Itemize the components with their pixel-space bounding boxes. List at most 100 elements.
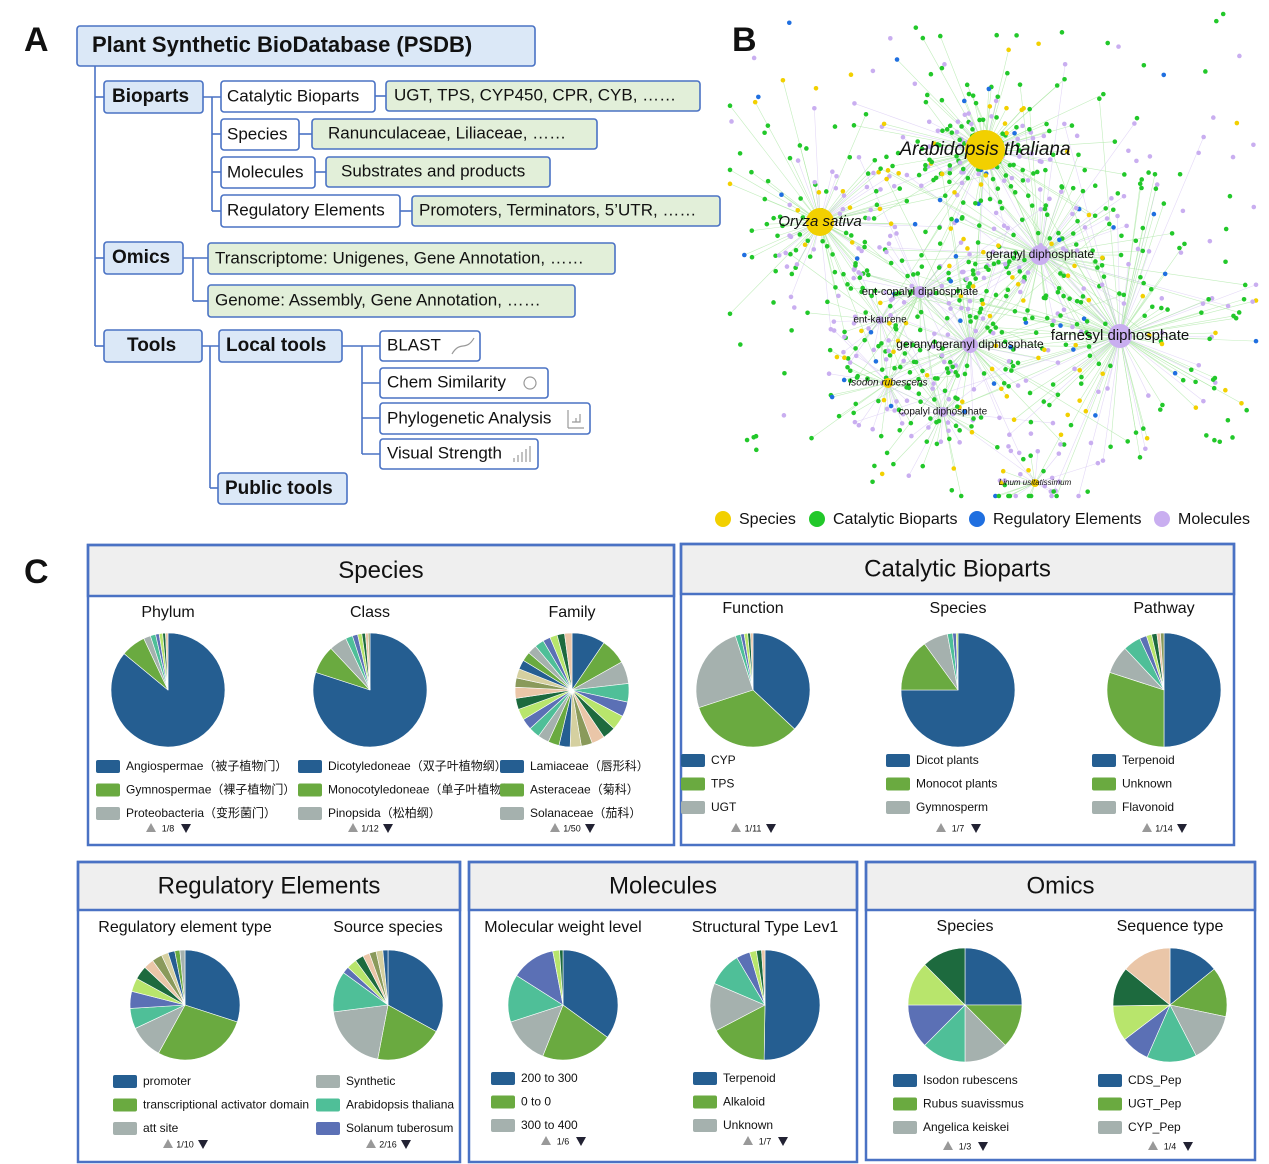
pie-slice bbox=[763, 949, 821, 1061]
network-node bbox=[942, 388, 948, 394]
network-node bbox=[829, 394, 835, 400]
network-node bbox=[923, 99, 929, 105]
network-node bbox=[878, 433, 884, 439]
network-node bbox=[762, 196, 768, 202]
network-node bbox=[895, 338, 901, 344]
network-node bbox=[795, 207, 801, 213]
network-node bbox=[1001, 380, 1007, 386]
network-node bbox=[1135, 246, 1141, 252]
network-node bbox=[960, 166, 966, 172]
network-node bbox=[1126, 148, 1131, 154]
network-node bbox=[1110, 207, 1116, 213]
network-node bbox=[981, 275, 987, 281]
network-node bbox=[1159, 330, 1165, 336]
network-node bbox=[891, 349, 896, 355]
network-node bbox=[1012, 190, 1018, 195]
network-node bbox=[749, 169, 754, 175]
network-edge bbox=[885, 291, 921, 352]
legend-swatch bbox=[969, 511, 985, 527]
network-node bbox=[879, 341, 884, 346]
network-node bbox=[851, 410, 856, 416]
network-node bbox=[1005, 225, 1011, 231]
network-node bbox=[877, 245, 882, 250]
branch-label: Local tools bbox=[226, 335, 326, 356]
network-node bbox=[895, 150, 901, 156]
network-node bbox=[1115, 191, 1121, 196]
network-edge bbox=[819, 221, 832, 330]
network-edge bbox=[819, 114, 867, 223]
network-node bbox=[841, 349, 846, 355]
network-node bbox=[950, 411, 956, 417]
page-up bbox=[541, 1136, 551, 1145]
legend-label: Lamiaceae（唇形科） bbox=[530, 759, 649, 773]
network-node bbox=[1001, 223, 1007, 228]
network-node bbox=[1117, 291, 1122, 296]
network-node bbox=[937, 225, 942, 230]
network-node bbox=[859, 289, 864, 295]
network-node bbox=[1121, 301, 1127, 306]
network-node bbox=[780, 77, 786, 83]
network-node bbox=[873, 359, 879, 364]
network-node bbox=[931, 381, 936, 386]
network-node bbox=[856, 422, 862, 428]
node-box bbox=[220, 118, 300, 151]
network-node bbox=[1082, 167, 1088, 173]
network-node bbox=[959, 180, 965, 186]
network-edge bbox=[911, 411, 944, 437]
network-node bbox=[855, 373, 860, 379]
network-node bbox=[954, 129, 960, 135]
network-node bbox=[995, 94, 1001, 100]
network-node bbox=[852, 419, 858, 425]
network-node bbox=[957, 143, 963, 148]
network-node bbox=[1162, 271, 1168, 277]
network-node bbox=[1061, 307, 1067, 313]
node-box bbox=[379, 367, 549, 399]
network-node bbox=[1011, 232, 1016, 238]
network-node bbox=[922, 166, 928, 172]
network-label: Linum usitatissimum bbox=[999, 478, 1072, 487]
branch-box bbox=[103, 80, 204, 114]
network-node bbox=[987, 313, 993, 319]
network-node bbox=[890, 163, 895, 169]
network-edge bbox=[1119, 284, 1257, 337]
network-node bbox=[1004, 105, 1009, 111]
network-node bbox=[775, 233, 780, 239]
legend-swatch bbox=[113, 1075, 137, 1088]
network-edge bbox=[754, 102, 821, 223]
network-edge bbox=[919, 265, 950, 293]
network-node bbox=[749, 254, 755, 260]
network-node bbox=[991, 226, 997, 232]
network-node bbox=[928, 416, 933, 421]
network-node bbox=[1000, 468, 1006, 474]
branch-label: Tools bbox=[127, 335, 176, 356]
network-node bbox=[878, 166, 883, 171]
network-node bbox=[1161, 201, 1167, 206]
network-node bbox=[816, 190, 822, 195]
network-node bbox=[886, 338, 891, 343]
network-node bbox=[1028, 431, 1034, 436]
network-node bbox=[1074, 248, 1080, 253]
network-edge bbox=[1119, 335, 1141, 458]
pie-slice bbox=[564, 632, 573, 691]
network-node bbox=[868, 207, 874, 213]
network-edge bbox=[819, 200, 907, 223]
network-node bbox=[939, 283, 945, 289]
node-label: BLAST bbox=[387, 335, 441, 354]
network-node bbox=[919, 264, 925, 269]
page-indicator: 1/50 bbox=[563, 823, 581, 833]
network-node bbox=[1140, 248, 1146, 254]
network-node bbox=[853, 353, 859, 359]
network-node bbox=[1025, 178, 1031, 183]
network-node bbox=[960, 200, 966, 205]
network-edge bbox=[887, 382, 912, 424]
legend-swatch bbox=[298, 760, 322, 773]
network-node bbox=[1093, 413, 1098, 418]
network-node bbox=[968, 319, 973, 324]
panel-label: B bbox=[732, 21, 757, 59]
network-edge bbox=[1119, 335, 1199, 366]
network-node bbox=[789, 328, 794, 333]
network-node bbox=[779, 192, 784, 197]
network-node bbox=[996, 243, 1001, 248]
network-node bbox=[965, 306, 971, 312]
